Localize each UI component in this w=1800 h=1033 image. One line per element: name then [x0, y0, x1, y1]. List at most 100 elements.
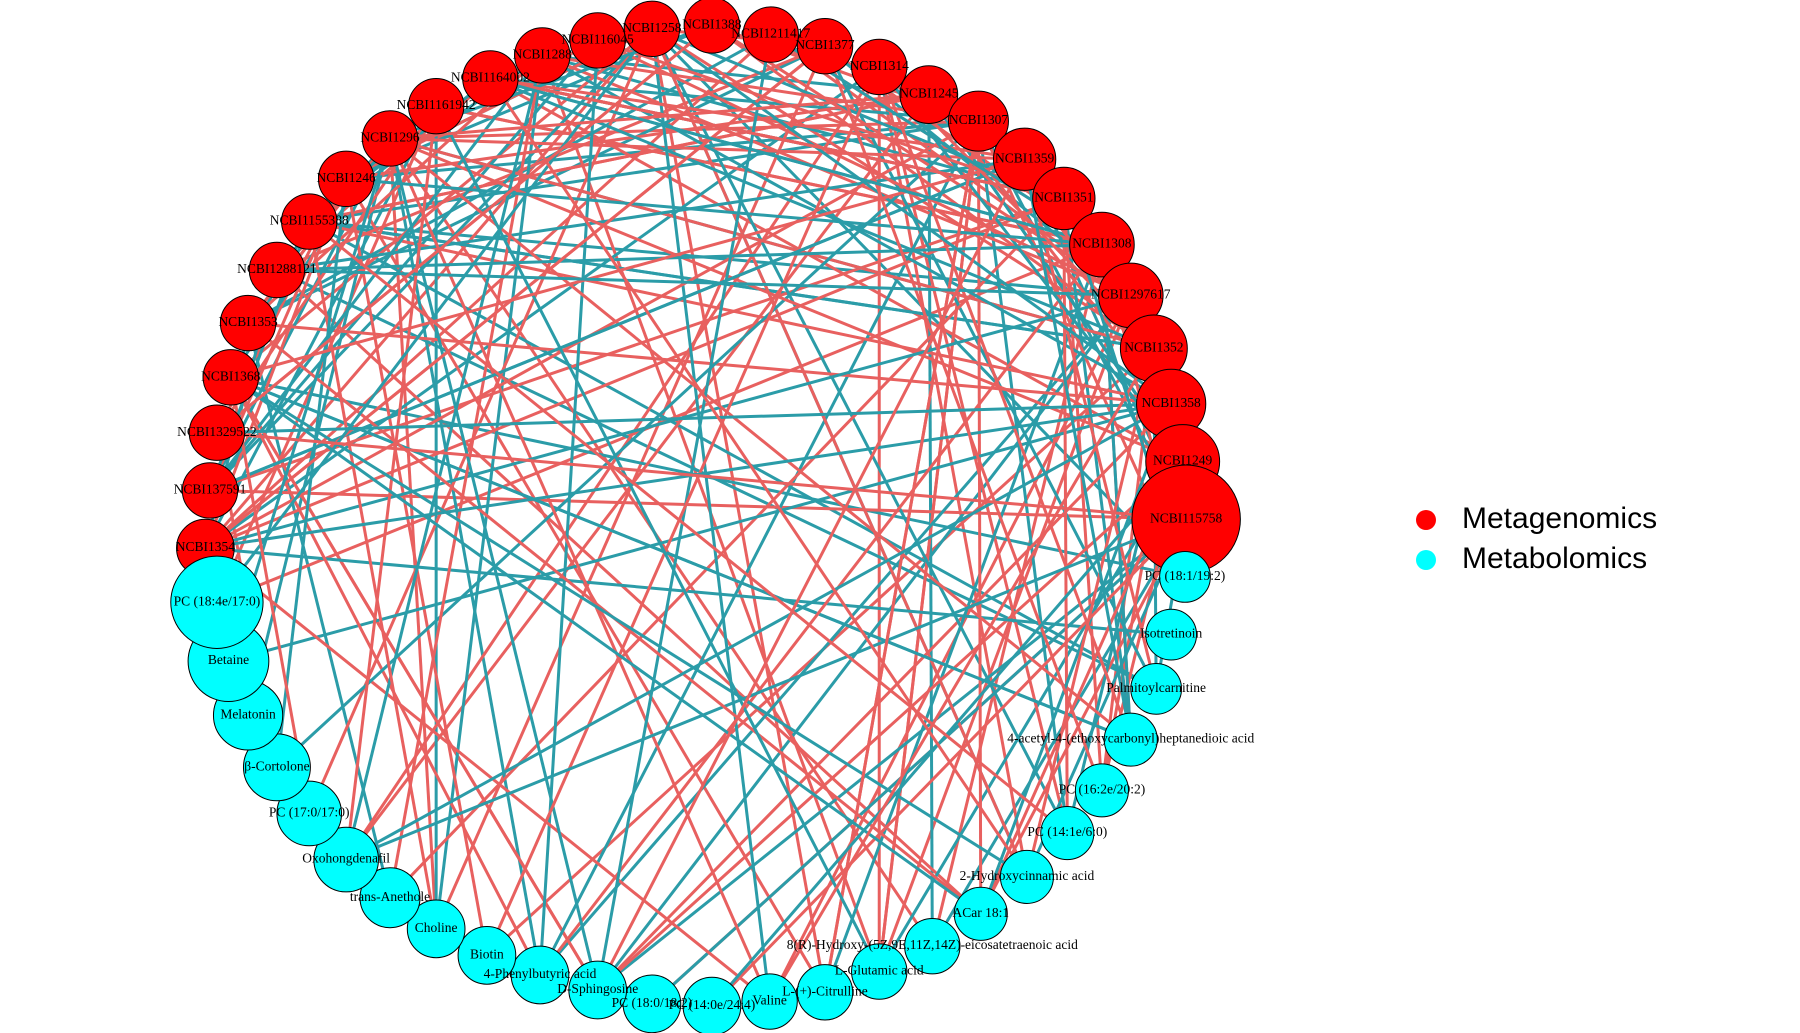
node-label: NCBI1155388 [270, 213, 349, 228]
node [899, 65, 959, 124]
edge [204, 197, 1065, 550]
edge [308, 220, 1157, 691]
edge [308, 93, 930, 224]
edge [388, 197, 1065, 899]
edge [650, 28, 772, 1002]
edge [541, 53, 1132, 297]
node [623, 0, 681, 58]
edge [710, 460, 1184, 1008]
node [851, 38, 908, 96]
edge [538, 243, 1104, 976]
node-label: NCBI1351 [1034, 190, 1093, 205]
node [361, 110, 419, 167]
node [1032, 166, 1096, 231]
node-label: Choline [415, 920, 458, 935]
node-label: NCBI1354 [176, 539, 236, 554]
node-label: PC (16:2e/20:2) [1059, 781, 1146, 796]
edge [276, 243, 1102, 272]
edge [204, 33, 772, 550]
node-label: 8(R)-Hydroxy-(5Z,9E,11Z,14Z)-eicosatetra… [787, 937, 1078, 952]
node [953, 886, 1008, 941]
edge [346, 177, 1103, 247]
edge [1062, 198, 1069, 834]
edge [205, 546, 1172, 637]
edge [308, 220, 1172, 406]
node [457, 926, 517, 985]
legend-marker [1416, 550, 1436, 570]
node-label: Isotretinoin [1140, 626, 1202, 641]
edge [345, 402, 1172, 861]
edge [389, 137, 1132, 741]
node-label: PC (14:0e/24:4) [669, 997, 756, 1012]
edge [276, 157, 1025, 272]
node-label: 4-acetyl-4-(ethoxycarbonyl)heptanedioic … [1007, 731, 1254, 746]
node [170, 555, 264, 649]
node [202, 349, 259, 406]
node-label: ACar 18:1 [952, 905, 1009, 920]
edge [823, 45, 1104, 791]
edge [229, 376, 982, 916]
node-label: trans-Anethole [350, 889, 430, 904]
edge [275, 268, 982, 915]
edge [247, 44, 826, 325]
node-label: NCBI1308 [1072, 236, 1132, 251]
legend: Metagenomics Metabolomics [1416, 502, 1657, 575]
node-label: NCBI115758 [1150, 510, 1223, 525]
edge [229, 376, 542, 976]
edge [538, 40, 600, 976]
node-label: β-Cortolone [244, 758, 309, 773]
edge [596, 158, 1026, 991]
edge [215, 24, 713, 434]
node-label: NCBI1249 [1153, 453, 1213, 468]
edge [389, 93, 929, 140]
edge [541, 54, 1172, 406]
edge [711, 24, 1132, 297]
edge [596, 402, 1173, 992]
node [407, 77, 465, 135]
node-label: PC (14:1e/6:0) [1027, 824, 1107, 839]
edge [877, 66, 1069, 834]
edge [489, 77, 1103, 247]
node-label: NCBI1258 [622, 20, 682, 35]
edge [389, 137, 1155, 350]
node [1130, 662, 1183, 715]
node-label: NCBI1288 [513, 46, 573, 61]
node [219, 294, 277, 352]
edge [388, 55, 544, 898]
edge [230, 375, 1132, 742]
edge [485, 66, 881, 956]
node-label: Oxohongdenafil [302, 851, 390, 866]
node [462, 50, 519, 107]
edge [931, 518, 1188, 947]
node [281, 193, 338, 250]
node [1159, 551, 1211, 603]
node [1145, 608, 1198, 661]
edge [204, 546, 771, 1003]
node [947, 90, 1009, 152]
edge [877, 460, 1184, 973]
node [999, 849, 1054, 904]
node [1103, 712, 1158, 767]
node-label: NCBI1388 [682, 16, 742, 31]
edge [308, 220, 1069, 835]
node-label: L-Glutamic acid [835, 963, 924, 978]
legend-marker [1416, 510, 1436, 530]
node [992, 127, 1057, 191]
node-label: NCBI116045 [562, 31, 635, 46]
node-label: Valine [752, 993, 787, 1008]
edge [209, 197, 1065, 492]
node-label: PC (18:4e/17:0) [174, 593, 261, 608]
node-label: NCBI1211417 [731, 26, 810, 41]
edge [596, 34, 773, 991]
edge [1025, 348, 1156, 878]
node-label: NCBI1288121 [237, 261, 317, 276]
node [510, 945, 570, 1005]
node-label: NCBI1329522 [177, 424, 257, 439]
edge [650, 27, 1187, 578]
node-label: Betaine [208, 652, 249, 667]
edge [247, 321, 1172, 406]
edge [878, 66, 1184, 463]
node-label: L-(+)-Citrulline [782, 983, 868, 998]
node [851, 943, 908, 1000]
